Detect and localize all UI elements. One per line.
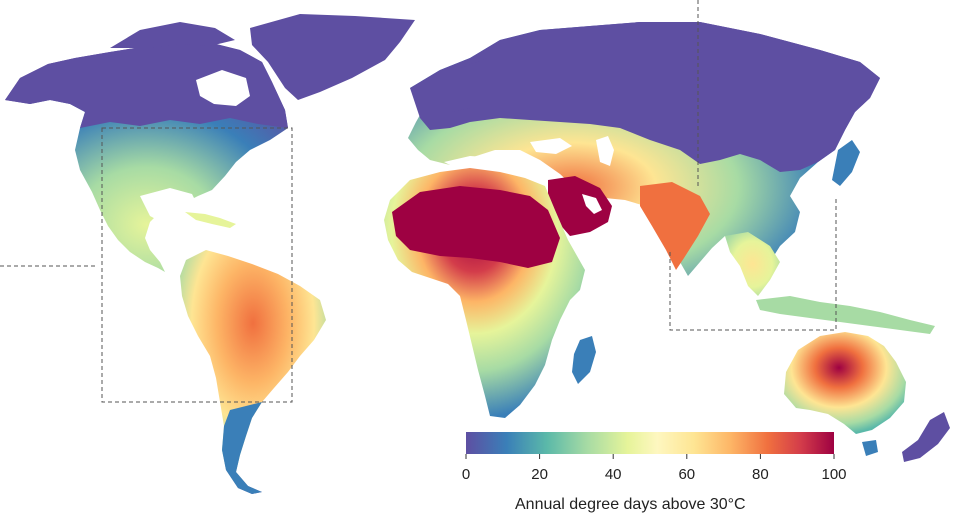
colorbar-ticks <box>465 454 835 459</box>
colorbar-tick-label-80: 80 <box>752 466 769 483</box>
colorbar-tick-label-20: 20 <box>531 466 548 483</box>
southern-cone <box>222 402 262 494</box>
madagascar <box>572 336 596 384</box>
colorbar-tick-label-100: 100 <box>821 466 847 483</box>
colorbar <box>466 432 834 454</box>
gulf-of-mexico <box>140 188 200 224</box>
canadian-arctic-islands <box>110 22 235 48</box>
americas-box <box>101 127 293 403</box>
siberia <box>410 22 880 172</box>
arabian-peninsula <box>548 176 612 236</box>
hudson-bay <box>196 70 250 106</box>
colorbar-tick-label-60: 60 <box>678 466 696 483</box>
australia <box>784 332 906 434</box>
black-sea <box>530 138 572 154</box>
north-america-arctic <box>5 36 288 128</box>
caspian-sea <box>596 136 614 166</box>
colorbar-title: Annual degree days above 30°C <box>515 496 746 513</box>
persian-gulf <box>582 194 602 214</box>
southeast-asia <box>725 232 780 296</box>
sahara <box>392 186 560 268</box>
study-region-boxes <box>0 0 837 403</box>
asia-box <box>669 0 837 331</box>
scandinavia <box>440 58 500 112</box>
indonesia <box>756 296 935 334</box>
japan <box>832 140 860 186</box>
caribbean-islands <box>185 212 236 228</box>
colorbar-tick-label-40: 40 <box>604 466 622 483</box>
greenland <box>250 14 415 100</box>
indian-subcontinent <box>640 182 710 270</box>
south-america <box>180 250 326 494</box>
colorbar-tick-label-0: 0 <box>461 466 471 483</box>
new-zealand <box>902 412 950 462</box>
tasmania <box>862 440 878 456</box>
